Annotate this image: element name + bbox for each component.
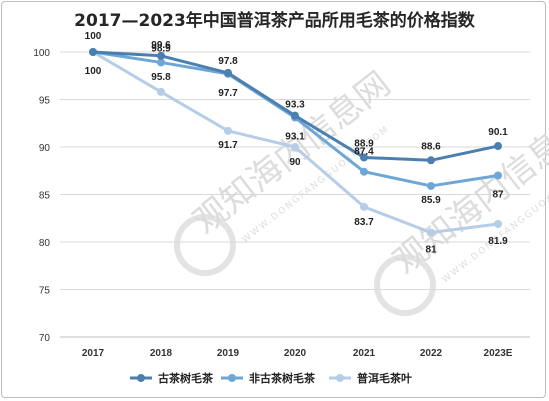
x-axis: 2017 2018 2019 2020 2021 2022 2023E: [82, 348, 513, 359]
data-label: 85.9: [421, 195, 441, 206]
data-point: [427, 156, 435, 165]
data-point: [224, 126, 232, 135]
data-point: [224, 68, 232, 77]
data-label: 90: [289, 157, 301, 168]
y-tick-label: 100: [33, 48, 50, 59]
data-label: 98.9: [151, 43, 171, 54]
legend-label: 非古茶树毛茶: [249, 371, 316, 385]
data-label: 90.1: [488, 127, 508, 138]
y-tick-label: 95: [39, 96, 51, 107]
data-label: 81.9: [488, 236, 508, 247]
data-point: [494, 171, 502, 180]
data-point: [427, 228, 435, 237]
legend-label: 普洱毛茶叶: [357, 371, 412, 385]
data-label: 83.7: [354, 217, 374, 228]
data-point: [360, 153, 368, 162]
gridlines: [60, 51, 530, 338]
y-tick-label: 70: [39, 333, 51, 344]
y-tick-label: 85: [39, 191, 51, 202]
data-label: 87: [492, 190, 504, 201]
data-label: 93.3: [285, 100, 305, 111]
data-label: 88.9: [354, 138, 374, 149]
chart-title: 2017—2023年中国普洱茶产品所用毛茶的价格指数: [74, 11, 475, 31]
legend-marker: [336, 374, 344, 382]
y-axis: 70 75 80 85 90 95 100: [33, 48, 50, 344]
data-point: [494, 142, 502, 151]
data-label: 95.8: [151, 72, 171, 83]
data-label: 97.8: [218, 56, 238, 67]
data-point: [427, 181, 435, 190]
data-point: [360, 167, 368, 176]
data-labels: 100 99.6 97.8 93.3 88.9 88.6 90.1 100 98.9 97.7 93…: [85, 31, 509, 256]
data-label: 93.1: [285, 132, 305, 143]
watermark-logo-icon: [174, 214, 236, 276]
data-label: 91.7: [218, 140, 238, 151]
x-tick-label: 2021: [353, 348, 376, 359]
data-point: [157, 58, 165, 67]
series-group: [89, 48, 502, 237]
watermark-logo-icon: [374, 254, 436, 316]
data-label: 88.6: [421, 141, 441, 152]
data-label: 100: [85, 31, 102, 42]
x-tick-label: 2020: [284, 348, 307, 359]
legend-marker: [137, 374, 145, 382]
data-point: [89, 48, 97, 56]
data-label: 87.4: [354, 147, 374, 158]
data-point: [157, 51, 165, 60]
x-tick-label: 2017: [82, 348, 105, 359]
y-tick-label: 75: [39, 286, 51, 297]
y-tick-label: 90: [39, 143, 51, 154]
legend-marker: [228, 374, 236, 382]
data-label: 81: [425, 245, 437, 256]
data-label: 100: [85, 66, 102, 77]
data-point: [494, 219, 502, 228]
y-tick-label: 80: [39, 238, 51, 249]
x-tick-label: 2022: [420, 348, 443, 359]
data-point: [291, 111, 299, 120]
x-tick-label: 2018: [150, 348, 173, 359]
x-tick-label: 2023E: [484, 348, 513, 359]
data-label: 99.6: [151, 40, 171, 51]
legend-label: 古茶树毛茶: [158, 371, 214, 385]
data-point: [157, 87, 165, 96]
legend: 古茶树毛茶 非古茶树毛茶 普洱毛茶叶: [130, 371, 412, 385]
data-point: [291, 143, 299, 151]
data-point: [360, 202, 368, 211]
x-tick-label: 2019: [217, 348, 240, 359]
data-label: 97.7: [218, 88, 238, 99]
